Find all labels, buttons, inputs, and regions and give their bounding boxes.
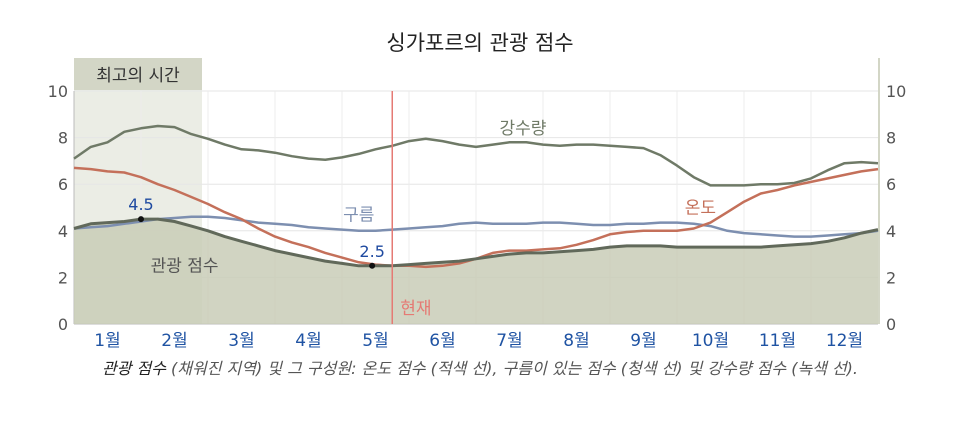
y-tick-left-2: 2 — [58, 268, 68, 287]
caption-lead: 관광 점수 — [101, 359, 166, 378]
x-tick-5: 5월 — [362, 331, 388, 350]
peak-value-label-2: 2.5 — [359, 242, 384, 261]
y-tick-right-10: 10 — [886, 82, 906, 101]
x-tick-2: 2월 — [161, 331, 187, 350]
x-tick-3: 3월 — [228, 331, 254, 350]
x-tick-1: 1월 — [94, 331, 120, 350]
y-tick-left-6: 6 — [58, 175, 68, 194]
peak-marker-1 — [138, 216, 144, 223]
x-tick-9: 9월 — [630, 331, 656, 350]
best-time-header — [74, 58, 202, 90]
peak-value-label-1: 4.5 — [128, 195, 153, 214]
cloud-line — [73, 215, 879, 238]
tourism-line — [73, 217, 879, 268]
precip-line — [73, 124, 879, 187]
y-tick-right-2: 2 — [886, 268, 896, 287]
chart-caption: 관광 점수 (채워진 지역) 및 그 구성원: 온도 점수 (적색 선), 구름… — [40, 356, 920, 382]
x-tick-6: 6월 — [429, 331, 455, 350]
x-tick-7: 7월 — [496, 331, 522, 350]
x-tick-10: 10월 — [692, 331, 729, 350]
x-tick-12: 12월 — [826, 331, 863, 350]
x-tick-11: 11월 — [759, 331, 796, 350]
y-tick-right-8: 8 — [886, 129, 896, 148]
y-tick-right-4: 4 — [886, 222, 896, 241]
chart-title: 싱가포르의 관광 점수 — [386, 31, 573, 55]
y-tick-left-8: 8 — [58, 129, 68, 148]
tourism-score-area — [74, 219, 878, 324]
cloud-series-label: 구름 — [343, 205, 374, 225]
best-time-label: 최고의 시간 — [96, 66, 180, 86]
x-tick-4: 4월 — [295, 331, 321, 350]
now-label: 현재 — [400, 299, 431, 319]
precip-series-label: 강수량 — [499, 119, 546, 139]
peak-marker-2 — [369, 262, 376, 269]
right-axis-bar — [878, 58, 880, 324]
temperature-series-label: 온도 — [685, 198, 716, 218]
y-tick-right-0: 0 — [886, 315, 896, 334]
y-tick-right-6: 6 — [886, 175, 896, 194]
caption-text: (채워진 지역) 및 그 구성원: 온도 점수 (적색 선), 구름이 있는 점… — [165, 359, 859, 378]
y-tick-left-10: 10 — [48, 82, 68, 101]
tourism-series-label: 관광 점수 — [151, 257, 219, 277]
x-tick-8: 8월 — [563, 331, 589, 350]
y-tick-left-4: 4 — [58, 222, 68, 241]
y-tick-left-0: 0 — [58, 315, 68, 334]
